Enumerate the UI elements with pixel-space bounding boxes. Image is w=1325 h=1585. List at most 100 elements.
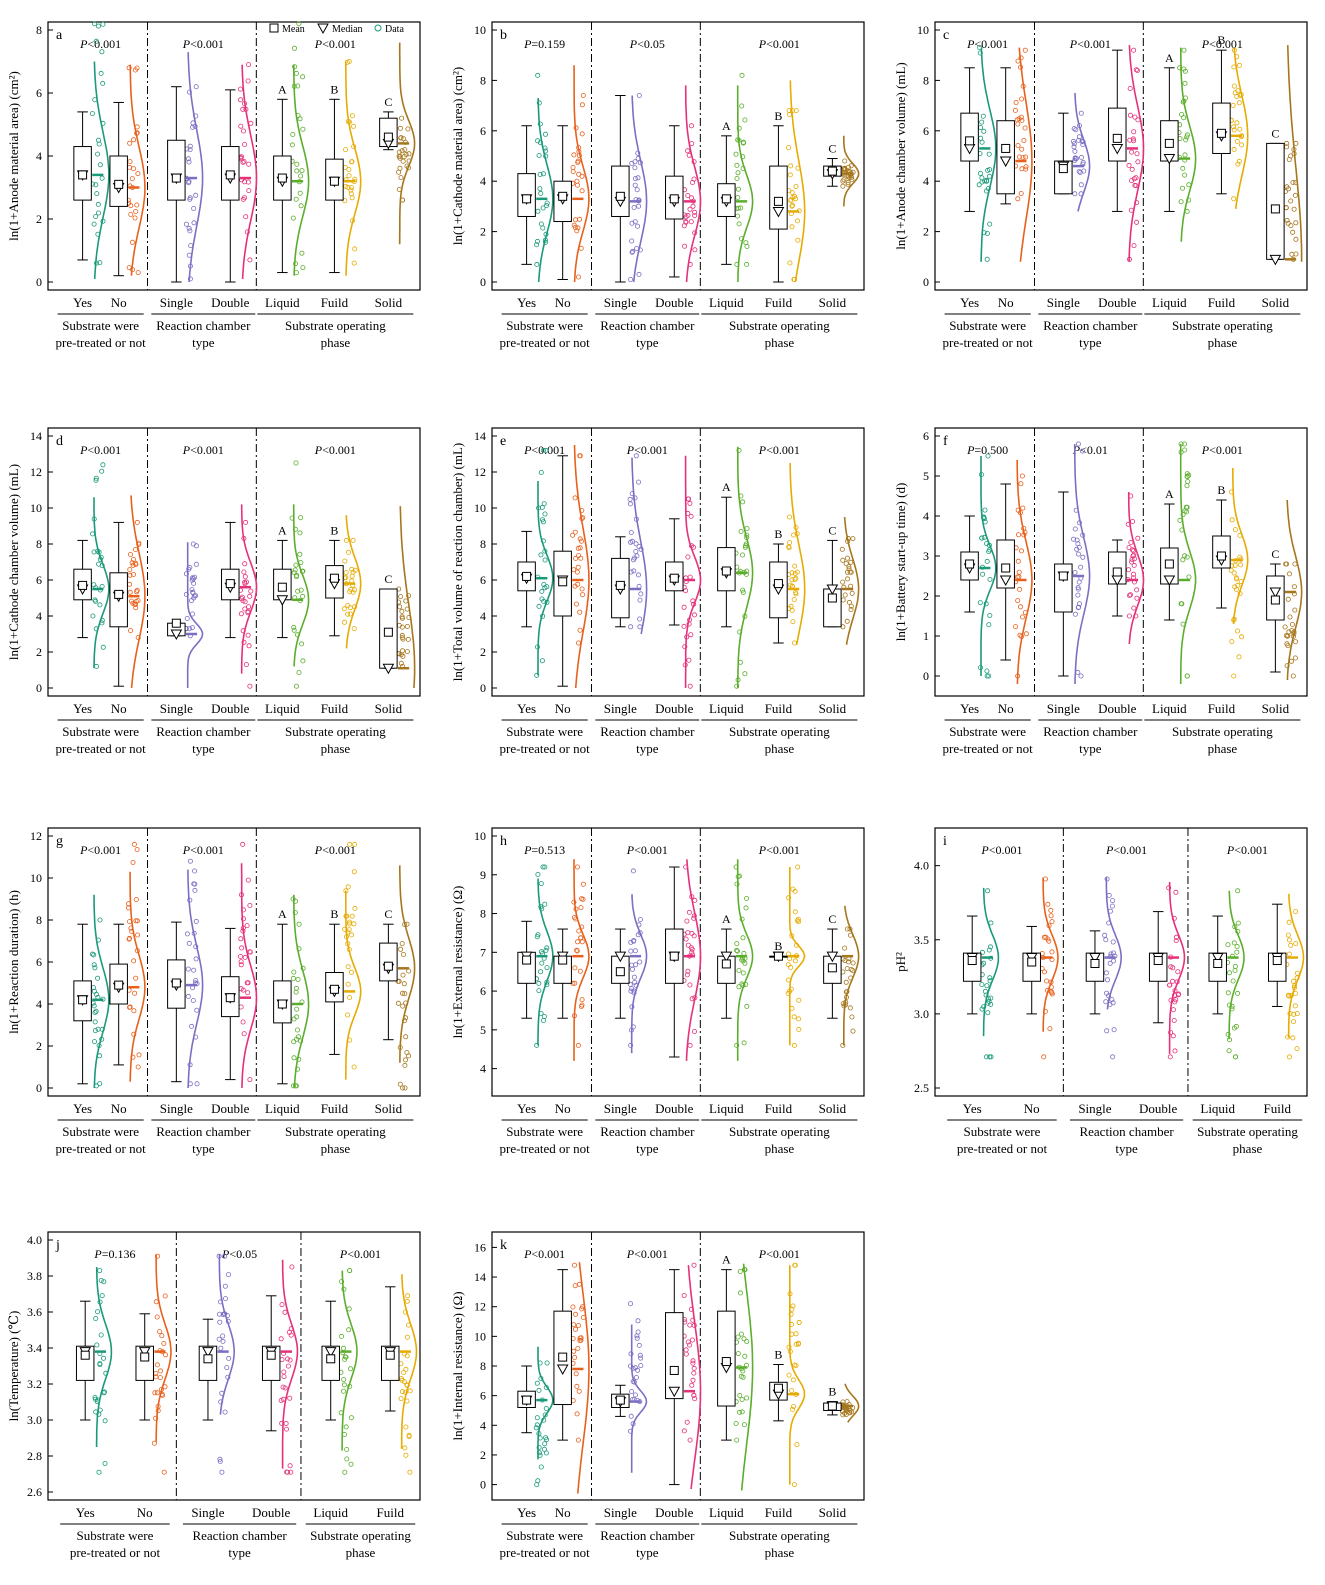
mean-marker	[329, 176, 339, 186]
box-group-fuild: Fuild	[1264, 893, 1305, 1116]
data-point	[541, 1014, 547, 1020]
y-tick-label: 5	[480, 1023, 486, 1037]
data-point	[1111, 1027, 1117, 1033]
data-point	[988, 920, 994, 926]
data-point	[97, 917, 103, 923]
data-point	[739, 916, 745, 922]
group-header: phase	[321, 741, 351, 756]
y-tick-label: 6	[36, 86, 42, 100]
data-point	[985, 1010, 991, 1016]
data-point	[740, 1368, 746, 1374]
data-point	[1131, 129, 1137, 135]
data-point	[632, 495, 638, 501]
x-category-label: Liquid	[313, 1505, 348, 1520]
data-point	[785, 962, 791, 968]
data-point	[573, 217, 579, 223]
legend: Mean Median Data	[269, 23, 404, 35]
data-point	[134, 918, 140, 924]
violin-curve	[292, 504, 310, 667]
violin-curve	[736, 446, 754, 688]
data-point	[400, 158, 406, 164]
box-group-double: Double	[655, 455, 702, 716]
x-category-label: Yes	[73, 295, 92, 310]
data-point	[352, 905, 358, 911]
data-point	[984, 177, 990, 183]
data-point	[93, 1083, 99, 1089]
legend-median-label: Median	[332, 24, 363, 35]
data-point	[1072, 157, 1078, 163]
data-point	[633, 541, 639, 547]
box-group-single: Single	[604, 93, 648, 310]
group-header: pre-treated or not	[957, 1141, 1048, 1156]
data-point	[843, 1412, 849, 1418]
data-point	[405, 126, 411, 132]
median-marker	[382, 663, 395, 675]
mean-marker	[80, 1350, 90, 1360]
y-tick-label: 4.0	[914, 859, 929, 873]
box-group-double: Double	[655, 1262, 702, 1520]
data-point	[1171, 915, 1177, 921]
mean-marker	[171, 618, 181, 628]
data-point	[94, 191, 100, 197]
data-point	[400, 136, 406, 142]
data-point	[1044, 978, 1050, 984]
data-point	[978, 125, 984, 131]
x-category-label: Yes	[960, 701, 979, 716]
significance-letter: A	[722, 480, 731, 494]
group-header: Reaction chamber	[600, 1124, 695, 1139]
data-point	[1237, 62, 1243, 68]
data-point	[186, 159, 192, 165]
mean-marker	[721, 959, 731, 969]
p-value-label: P<0.001	[314, 443, 356, 457]
data-point	[682, 243, 688, 249]
data-point	[132, 215, 138, 221]
data-point	[219, 1390, 225, 1396]
violin-curve	[537, 97, 554, 283]
data-point	[847, 1005, 853, 1011]
data-point	[987, 577, 993, 583]
data-point	[1127, 86, 1133, 92]
data-point	[535, 72, 541, 78]
mean-marker	[1001, 563, 1011, 573]
data-point	[220, 1338, 226, 1344]
data-point	[539, 960, 545, 966]
data-point	[237, 954, 243, 960]
data-point	[132, 990, 138, 996]
data-point	[159, 1333, 165, 1339]
data-point	[403, 1452, 409, 1458]
significance-letter: B	[330, 907, 338, 921]
data-point	[194, 1081, 200, 1087]
data-point	[987, 221, 993, 227]
data-point	[987, 173, 993, 179]
data-point	[1231, 1025, 1237, 1031]
data-point	[980, 571, 986, 577]
data-point	[131, 841, 137, 847]
data-point	[580, 93, 586, 99]
data-point	[742, 1353, 748, 1359]
violin-curve	[95, 1266, 113, 1447]
x-category-label: Liquid	[709, 295, 744, 310]
data-point	[1184, 473, 1190, 479]
data-point	[683, 936, 689, 942]
data-point	[536, 1431, 542, 1437]
data-point	[1167, 1054, 1173, 1060]
data-point	[1293, 140, 1299, 146]
data-point	[189, 611, 195, 617]
box-group-double: Double	[211, 62, 258, 310]
significance-letter: C	[384, 95, 392, 109]
median-marker	[1111, 143, 1124, 155]
x-category-label: Liquid	[265, 1101, 300, 1116]
group-header: phase	[321, 335, 351, 350]
x-category-label: Yes	[76, 1505, 95, 1520]
data-point	[345, 549, 351, 555]
data-point	[352, 567, 358, 573]
data-point	[1231, 47, 1237, 53]
data-point	[737, 629, 743, 635]
data-point	[351, 144, 357, 150]
legend-data-icon	[374, 24, 382, 32]
data-point	[1290, 229, 1296, 235]
data-point	[845, 569, 851, 575]
group-header: Reaction chamber	[192, 1528, 287, 1543]
data-point	[535, 644, 541, 650]
data-point	[292, 526, 298, 532]
